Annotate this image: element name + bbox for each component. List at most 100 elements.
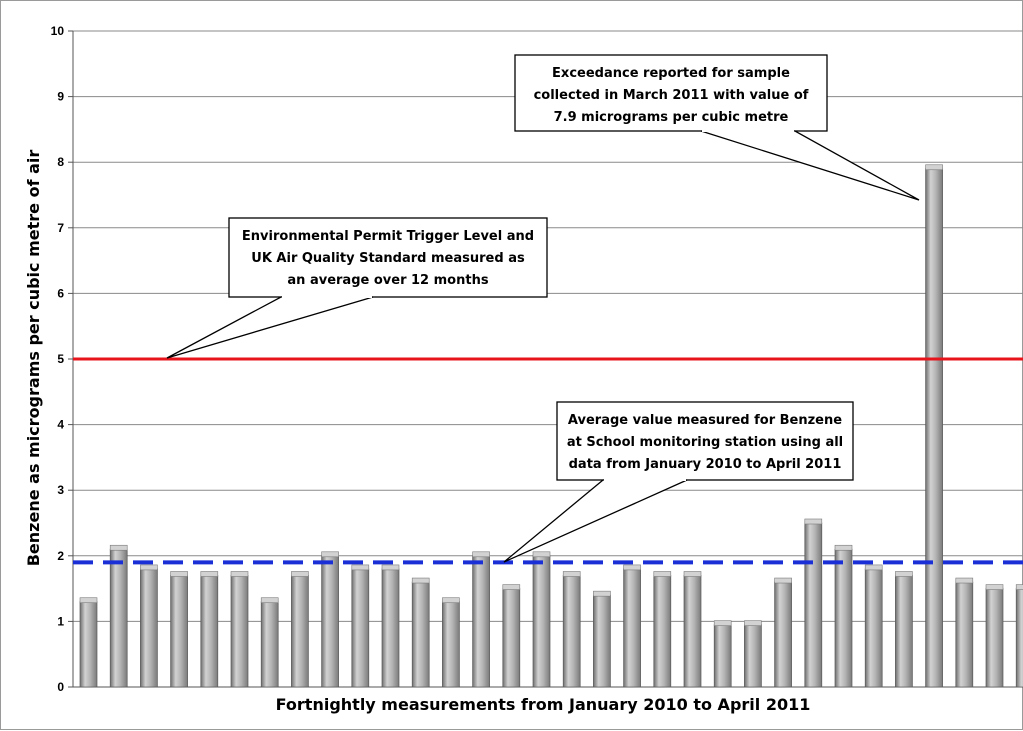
callout-text-line: 7.9 micrograms per cubic metre <box>554 110 789 125</box>
bar-cap <box>774 577 792 584</box>
bar <box>562 575 581 688</box>
bar <box>411 581 430 688</box>
bar-cap <box>381 564 400 571</box>
bar-cap <box>442 597 460 604</box>
callout-box <box>556 401 854 481</box>
callout-pointer <box>700 130 920 201</box>
bar-cap <box>653 571 672 577</box>
bar-cap <box>502 584 521 590</box>
bar <box>140 568 158 688</box>
bar-cap <box>532 551 551 558</box>
callout-text-line: collected in March 2011 with value of <box>534 88 809 103</box>
bar-cap <box>713 620 732 626</box>
bar-cap <box>834 544 853 551</box>
y-tick-label: 2 <box>57 549 64 563</box>
bar <box>744 624 762 688</box>
bar-cap <box>351 564 370 571</box>
bar <box>200 575 219 688</box>
y-tick-label: 1 <box>57 614 64 628</box>
callout-pointer <box>166 296 374 359</box>
y-tick-label: 10 <box>51 24 65 38</box>
bar <box>834 548 853 688</box>
bar <box>472 555 490 688</box>
bar-cap <box>321 551 339 558</box>
bar-cap <box>985 584 1004 590</box>
bar-cap <box>895 571 913 577</box>
bar <box>864 568 883 688</box>
bar <box>1015 588 1023 688</box>
y-tick-label: 4 <box>57 418 64 432</box>
y-tick-label: 9 <box>57 90 64 104</box>
callout-1: Exceedance reported for sample collected … <box>514 54 920 201</box>
bar-cap <box>140 564 158 571</box>
bar <box>895 575 913 688</box>
y-tick-label: 5 <box>57 352 64 366</box>
bar <box>955 581 974 688</box>
bar <box>593 594 611 688</box>
bar <box>79 601 98 688</box>
callout-text-line: at School monitoring station using all <box>567 435 843 450</box>
callout-text-line: Exceedance reported for sample <box>552 66 790 81</box>
x-axis-title: Fortnightly measurements from January 20… <box>276 695 811 714</box>
bar-cap <box>683 571 702 577</box>
callout-2: Environmental Permit Trigger Level and UK… <box>166 217 548 359</box>
bar-cap <box>109 544 128 551</box>
bar <box>683 575 702 688</box>
callout-text-line: UK Air Quality Standard measured as <box>251 251 525 266</box>
bar-cap <box>200 571 219 577</box>
bar-cap <box>411 577 430 584</box>
bar <box>774 581 792 688</box>
y-tick-label: 7 <box>57 221 64 235</box>
bar <box>713 624 732 688</box>
y-tick-label: 0 <box>57 680 64 694</box>
bar <box>653 575 672 688</box>
callout-pointer <box>503 479 688 563</box>
callout-text-line: Average value measured for Benzene <box>568 413 842 428</box>
callout-3: Average value measured for Benzene at Sch… <box>503 401 854 563</box>
bar <box>230 575 249 688</box>
callout-box <box>514 54 828 132</box>
reference-lines <box>73 357 1023 565</box>
bar-cap <box>804 518 823 525</box>
bar-cap <box>623 564 641 571</box>
bar-cap <box>864 564 883 571</box>
bar-cap <box>1015 584 1023 590</box>
bar-cap <box>562 571 581 577</box>
bar <box>260 601 279 688</box>
y-axis-title: Benzene as micrograms per cubic metre of… <box>24 150 43 567</box>
bar-cap <box>79 597 98 604</box>
bar <box>442 601 460 688</box>
bar-cap <box>955 577 974 584</box>
bar-cap <box>744 620 762 626</box>
y-tick-label: 3 <box>57 483 64 497</box>
bar <box>351 568 370 688</box>
bar-cap <box>925 164 943 171</box>
y-tick-label: 6 <box>57 286 64 300</box>
bar <box>925 168 943 688</box>
bar <box>532 555 551 688</box>
bars <box>79 164 1023 688</box>
callout-box <box>228 217 548 298</box>
callout-text-line: an average over 12 months <box>287 273 488 288</box>
callout-text-line: Environmental Permit Trigger Level and <box>242 229 534 244</box>
bar-cap <box>593 590 611 597</box>
bar-cap <box>291 571 309 577</box>
bar <box>321 555 339 688</box>
bar <box>291 575 309 688</box>
y-tick-label: 8 <box>57 155 64 169</box>
callout-text-line: data from January 2010 to April 2011 <box>569 457 842 472</box>
bar <box>170 575 188 688</box>
bar <box>109 548 128 688</box>
bar <box>985 588 1004 688</box>
bar <box>502 588 521 688</box>
bar <box>804 522 823 688</box>
bar-cap <box>170 571 188 577</box>
bar-cap <box>230 571 249 577</box>
bar-cap <box>260 597 279 604</box>
bar <box>623 568 641 688</box>
bar <box>381 568 400 688</box>
callouts: Exceedance reported for sample collected … <box>166 54 920 563</box>
bar-cap <box>472 551 490 558</box>
